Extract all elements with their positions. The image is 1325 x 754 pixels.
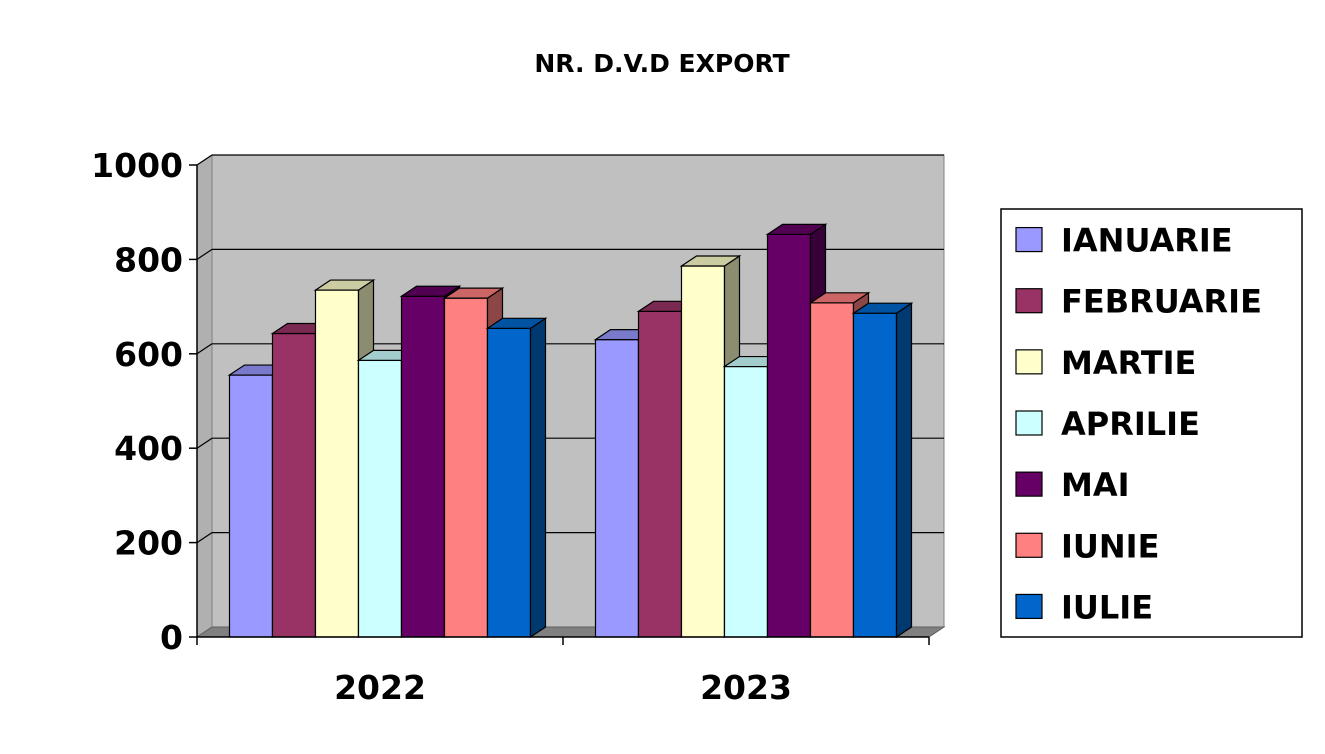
- y-tick-label: 400: [114, 429, 183, 468]
- bar-front: [443, 297, 489, 638]
- legend-label: MARTIE: [1061, 344, 1196, 382]
- legend-swatch: [1015, 532, 1043, 558]
- bar-top: [442, 287, 505, 299]
- y-tick-label: 200: [114, 524, 183, 563]
- bar-front: [809, 302, 855, 638]
- bar: [485, 317, 548, 639]
- bar-top: [808, 292, 871, 304]
- legend-swatch: [1015, 471, 1043, 497]
- legend-label: IUNIE: [1061, 527, 1159, 565]
- gridline: [196, 248, 213, 260]
- y-tick-label: 1000: [91, 146, 183, 185]
- gridline: [196, 154, 213, 166]
- bar-front: [271, 332, 317, 638]
- bar-top: [485, 317, 548, 329]
- bar-front: [314, 289, 360, 638]
- legend-swatch: [1015, 349, 1043, 375]
- bar-side: [895, 302, 913, 639]
- legend-swatch: [1015, 288, 1043, 314]
- bar-top: [765, 223, 828, 235]
- legend-swatch: [1015, 593, 1043, 620]
- plot-side-wall: [196, 154, 213, 638]
- y-tick-label: 800: [114, 240, 183, 279]
- bar-front: [852, 312, 898, 638]
- bar-front: [723, 365, 769, 638]
- legend-swatch: [1015, 226, 1043, 253]
- legend-label: IULIE: [1061, 588, 1153, 626]
- gridline: [196, 343, 213, 355]
- bar-front: [766, 233, 812, 638]
- gridline: [196, 532, 213, 544]
- y-tick-label: 0: [160, 618, 183, 657]
- bar-top: [399, 285, 462, 297]
- x-tick-label: 2022: [334, 668, 426, 707]
- bar-top: [851, 302, 914, 314]
- legend-box: [1000, 208, 1303, 638]
- bar: [851, 302, 914, 639]
- bar-front: [228, 374, 274, 638]
- gridline: [196, 437, 213, 449]
- bar-front: [637, 310, 683, 638]
- x-tick-label: 2023: [700, 668, 792, 707]
- bar-front: [357, 359, 403, 638]
- bar-front: [400, 295, 446, 638]
- legend-label: IANUARIE: [1061, 222, 1233, 260]
- legend-label: MAI: [1061, 466, 1130, 504]
- legend: IANUARIE FEBRUARIE MARTIE APRILIE MAI IUNIE IU…: [1000, 208, 1303, 638]
- bar-front: [680, 265, 726, 638]
- axes: 0 200 400 600 800 1000 2022 2023: [91, 146, 930, 707]
- chart-title: NR. D.V.D EXPORT: [534, 49, 789, 78]
- bar-top: [679, 255, 742, 267]
- bars: [227, 223, 914, 639]
- bar-front: [594, 339, 640, 638]
- legend-swatch: [1015, 410, 1043, 436]
- legend-label: FEBRUARIE: [1061, 283, 1262, 321]
- y-tick-label: 600: [114, 335, 183, 374]
- bar-side: [529, 317, 547, 639]
- bar-top: [313, 279, 376, 291]
- legend-label: APRILIE: [1061, 405, 1200, 443]
- bar-front: [486, 327, 532, 638]
